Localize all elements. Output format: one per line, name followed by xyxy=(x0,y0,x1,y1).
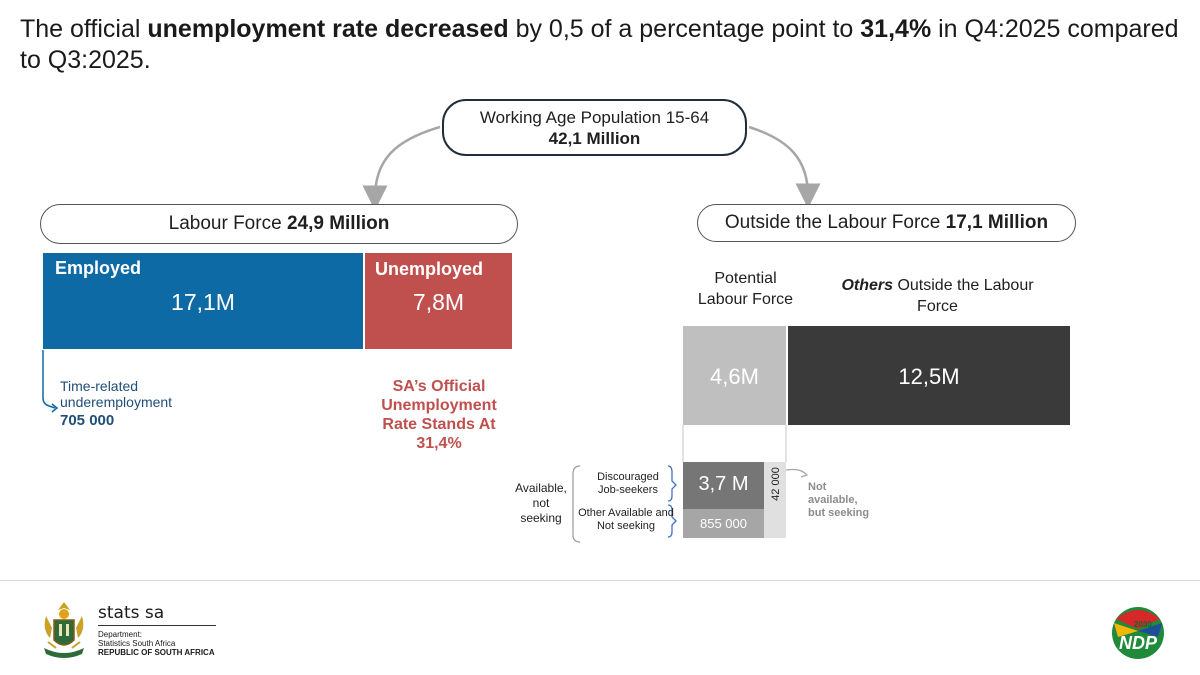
time-related-line2: underemployment xyxy=(60,394,173,410)
potential-value: 4,6M xyxy=(710,364,759,389)
ndp-year: 2030 xyxy=(1134,620,1152,629)
other-line1: Other Available and xyxy=(578,507,674,519)
dept-line3: REPUBLIC OF SOUTH AFRICA xyxy=(98,648,215,657)
labour-force-value: 24,9 Million xyxy=(286,213,390,234)
org-underline xyxy=(98,625,216,626)
footer-divider xyxy=(0,580,1200,581)
others-bold: Others xyxy=(841,277,894,294)
potential-labour-force-block: 4,6M xyxy=(683,326,786,425)
unemployed-block: Unemployed 7,8M xyxy=(365,253,512,349)
not-available-value: 42 000 xyxy=(770,467,782,501)
outside-labour-force-label: Outside the Labour Force xyxy=(724,212,946,233)
others-line2: Force xyxy=(917,298,958,315)
discouraged-brace xyxy=(667,465,677,502)
available-brace xyxy=(572,465,581,543)
not-available-seeking-block: 42 000 xyxy=(764,462,786,538)
discouraged-block: 3,7 M xyxy=(683,462,764,509)
headline-text-2: by 0,5 of a percentage point to xyxy=(508,15,861,43)
headline-bold-1: unemployment rate decreased xyxy=(147,15,509,43)
org-name: stats sa xyxy=(98,603,165,623)
not-available-seeking-label: Not available, but seeking xyxy=(808,481,869,520)
available-not-seeking-label: Available, not seeking xyxy=(510,481,572,526)
working-age-value: 42,1 Million xyxy=(548,129,641,148)
working-age-label: Working Age Population 15-64 xyxy=(479,108,710,127)
headline: The official unemployment rate decreased… xyxy=(20,14,1190,76)
other-brace xyxy=(667,504,677,538)
other-line2: Not seeking xyxy=(596,520,656,532)
headline-bold-2: 31,4% xyxy=(860,15,932,43)
time-related-line1: Time-related xyxy=(60,378,139,394)
employed-block: Employed 17,1M xyxy=(43,253,363,349)
employed-value: 17,1M xyxy=(171,289,235,315)
arrow-to-outside-labour-force xyxy=(748,125,821,209)
time-related-connector xyxy=(42,350,56,409)
official-rate-line2: Unemployment xyxy=(381,397,497,414)
official-rate-line4: 31,4% xyxy=(416,435,462,452)
available-line2: not xyxy=(532,496,550,510)
others-value: 12,5M xyxy=(898,364,960,389)
discouraged-value: 3,7 M xyxy=(698,473,749,495)
official-rate-line3: Rate Stands At xyxy=(382,416,496,433)
official-rate-statement: SA’s Official Unemployment Rate Stands A… xyxy=(365,377,513,453)
arrow-to-labour-force xyxy=(362,125,441,211)
discouraged-label: Discouraged Job-seekers xyxy=(588,471,668,497)
outside-labour-force-value: 17,1 Million xyxy=(945,212,1049,233)
unemployed-value: 7,8M xyxy=(412,289,465,315)
potential-stack-outline xyxy=(682,425,787,462)
potential-line2: Labour Force xyxy=(697,291,794,308)
coat-of-arms-icon xyxy=(44,602,84,658)
labour-force-pill: Labour Force 24,9 Million xyxy=(40,204,518,244)
official-rate-line1: SA’s Official xyxy=(392,378,486,395)
other-available-value: 855 000 xyxy=(700,516,747,531)
other-available-block: 855 000 xyxy=(683,509,764,538)
dept-line1: Department: xyxy=(98,630,143,639)
time-related-underemployment-label: Time-related underemployment xyxy=(60,378,172,410)
headline-text-3: in Q4:2025 compared to Q3:2025. xyxy=(20,15,1179,74)
others-outside-labour-force-heading: Others Outside the Labour Force xyxy=(820,275,1055,317)
not-available-line3: but seeking xyxy=(808,507,870,519)
others-line1: Outside the Labour xyxy=(893,277,1034,294)
discouraged-line2: Job-seekers xyxy=(598,484,658,496)
discouraged-line1: Discouraged xyxy=(597,471,659,483)
labour-force-label: Labour Force xyxy=(168,213,287,234)
headline-text-1: The official xyxy=(20,15,148,43)
other-available-label: Other Available and Not seeking xyxy=(578,507,674,533)
potential-line1: Potential xyxy=(714,270,777,287)
ndp-2030-logo-icon xyxy=(1112,607,1164,659)
unemployed-title: Unemployed xyxy=(375,259,484,279)
potential-labour-force-heading: Potential Labour Force xyxy=(683,268,808,310)
ndp-text: NDP xyxy=(1118,633,1157,653)
time-related-underemployment-value: 705 000 xyxy=(60,412,115,429)
not-available-line1: Not xyxy=(808,481,827,493)
dept-line2: Statistics South Africa xyxy=(98,639,176,648)
outside-labour-force-pill: Outside the Labour Force 17,1 Million xyxy=(697,204,1076,242)
available-line1: Available, xyxy=(515,481,567,495)
employed-title: Employed xyxy=(55,258,142,278)
working-age-population-pill: Working Age Population 15-64 42,1 Millio… xyxy=(442,99,747,156)
available-line3: seeking xyxy=(520,511,562,525)
not-available-line2: available, xyxy=(808,494,858,506)
others-outside-labour-force-block: 12,5M xyxy=(788,326,1070,425)
